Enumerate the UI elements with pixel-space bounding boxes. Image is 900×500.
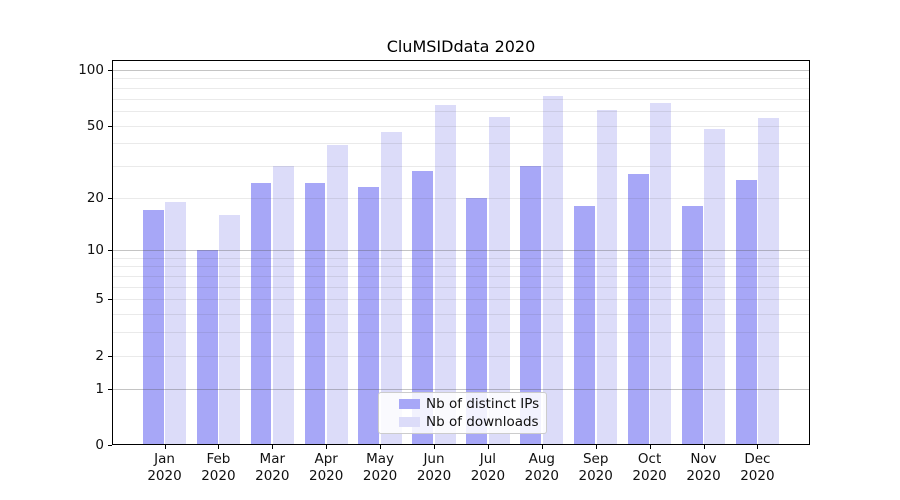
x-tick-label-feb: Feb 2020 <box>201 451 236 484</box>
minor-gridline-90 <box>112 78 810 80</box>
bar-nb-of-downloads-aug <box>542 96 564 445</box>
x-tick-mark-feb <box>218 445 220 449</box>
bar-nb-of-distinct-ips-dec <box>735 180 757 445</box>
y-tick-mark-1 <box>108 388 112 390</box>
bar-nb-of-distinct-ips-feb <box>196 250 218 445</box>
y-tick-label-10: 10 <box>86 242 104 259</box>
x-tick-label-jun: Jun 2020 <box>416 451 452 484</box>
legend-label-downloads: Nb of downloads <box>426 413 539 430</box>
y-tick-label-5: 5 <box>95 291 104 308</box>
bar-nb-of-downloads-feb <box>219 214 241 445</box>
y-tick-label-100: 100 <box>78 62 104 79</box>
bar-nb-of-distinct-ips-mar <box>250 183 272 445</box>
x-tick-mark-oct <box>649 445 651 449</box>
bar-nb-of-downloads-jan <box>165 201 187 445</box>
plot-area <box>112 60 810 445</box>
x-tick-label-nov: Nov 2020 <box>686 451 721 484</box>
x-tick-label-sep: Sep 2020 <box>578 451 613 484</box>
bar-nb-of-distinct-ips-jul <box>466 197 488 445</box>
x-tick-label-jan: Jan 2020 <box>147 451 182 484</box>
bar-nb-of-downloads-nov <box>704 128 726 445</box>
y-tick-label-20: 20 <box>86 189 104 206</box>
x-tick-mark-mar <box>272 445 274 449</box>
x-tick-mark-sep <box>595 445 597 449</box>
bar-nb-of-downloads-dec <box>758 117 780 445</box>
legend-item-downloads: Nb of downloads <box>399 414 540 430</box>
bar-nb-of-distinct-ips-aug <box>520 165 541 445</box>
x-tick-mark-nov <box>703 445 705 449</box>
y-tick-label-50: 50 <box>86 117 104 134</box>
legend-label-distinct-ips: Nb of distinct IPs <box>426 396 540 413</box>
y-tick-mark-50 <box>108 125 112 127</box>
y-tick-mark-100 <box>108 70 112 72</box>
x-tick-mark-jul <box>487 445 489 449</box>
legend: Nb of distinct IPs Nb of downloads <box>378 392 547 434</box>
y-tick-mark-5 <box>108 299 112 301</box>
bar-nb-of-distinct-ips-may <box>358 186 380 445</box>
y-tick-mark-2 <box>108 355 112 357</box>
legend-item-distinct-ips: Nb of distinct IPs <box>399 396 540 412</box>
bar-nb-of-distinct-ips-nov <box>681 205 703 445</box>
x-tick-mark-jan <box>164 445 166 449</box>
bar-nb-of-downloads-oct <box>650 103 672 445</box>
x-tick-label-dec: Dec 2020 <box>740 451 775 484</box>
bar-nb-of-downloads-jul <box>488 116 510 445</box>
x-tick-mark-dec <box>757 445 759 449</box>
x-tick-mark-may <box>380 445 382 449</box>
plot-canvas <box>112 60 810 445</box>
minor-gridline-50 <box>112 125 810 127</box>
bar-nb-of-downloads-mar <box>273 165 294 445</box>
x-tick-mark-apr <box>326 445 328 449</box>
bar-nb-of-downloads-may <box>380 132 402 445</box>
x-tick-label-oct: Oct 2020 <box>632 451 667 484</box>
minor-gridline-80 <box>112 87 810 89</box>
major-gridline-100 <box>112 70 810 72</box>
x-tick-label-mar: Mar 2020 <box>255 451 290 484</box>
y-tick-label-2: 2 <box>95 347 104 364</box>
legend-swatch-downloads <box>399 416 420 427</box>
y-tick-mark-10 <box>108 250 112 252</box>
minor-gridline-70 <box>112 98 810 100</box>
bar-nb-of-downloads-jun <box>434 104 456 445</box>
bar-nb-of-distinct-ips-jun <box>412 171 434 445</box>
bar-nb-of-downloads-apr <box>327 145 348 445</box>
bar-nb-of-distinct-ips-apr <box>304 183 326 445</box>
x-tick-mark-jun <box>434 445 435 449</box>
y-tick-mark-0 <box>108 445 112 446</box>
bar-nb-of-distinct-ips-oct <box>627 174 649 445</box>
y-tick-label-1: 1 <box>95 380 104 397</box>
legend-swatch-distinct-ips <box>399 399 420 410</box>
chart-title: CluMSIDdata 2020 <box>386 37 536 56</box>
x-tick-label-may: May 2020 <box>362 451 398 484</box>
x-tick-mark-aug <box>541 445 543 449</box>
bar-nb-of-distinct-ips-jan <box>142 210 164 445</box>
bar-nb-of-downloads-sep <box>596 109 618 445</box>
y-tick-label-0: 0 <box>95 437 104 453</box>
x-tick-label-jul: Jul 2020 <box>470 451 506 484</box>
x-tick-label-aug: Aug 2020 <box>524 451 559 484</box>
minor-gridline-60 <box>112 110 810 112</box>
x-tick-label-apr: Apr 2020 <box>309 451 344 484</box>
bar-nb-of-distinct-ips-sep <box>574 205 595 445</box>
y-tick-mark-20 <box>108 197 112 199</box>
